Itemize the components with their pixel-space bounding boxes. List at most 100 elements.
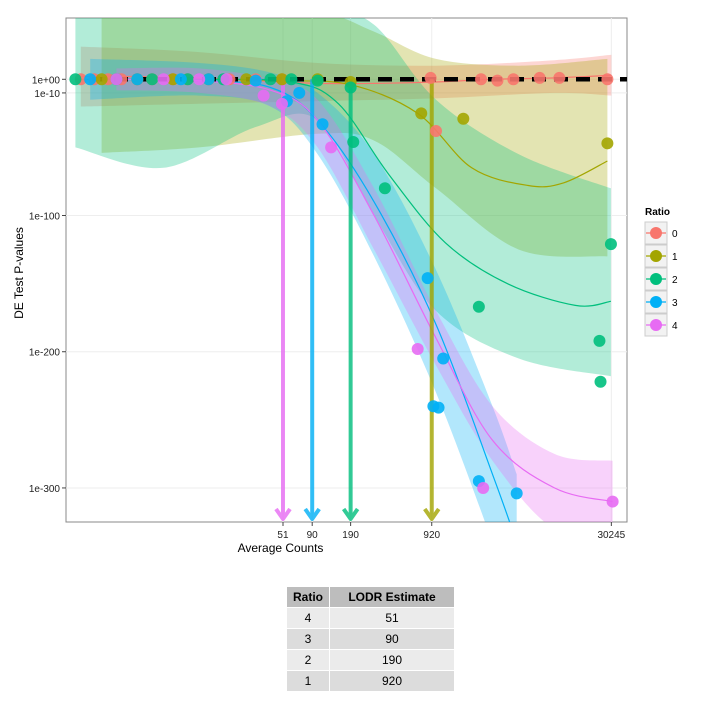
data-point [69, 73, 82, 86]
data-point [131, 73, 144, 86]
legend-item-ratio-4: 4 [644, 313, 678, 337]
legend-label: 0 [672, 229, 678, 240]
data-point [95, 73, 108, 86]
data-point [601, 73, 614, 86]
data-point [432, 401, 445, 414]
data-point [275, 73, 288, 86]
table-row: 4 51 [286, 607, 455, 629]
table-cell-lodr: 920 [329, 670, 455, 692]
legend-item-ratio-0: 0 [644, 221, 678, 245]
y-tick-label: 1e-10 [34, 89, 60, 100]
table-row: 2 190 [286, 649, 455, 671]
data-point [601, 137, 614, 150]
table-cell-ratio: 4 [286, 607, 330, 629]
x-tick-label: 90 [307, 530, 319, 541]
lodr-estimate-table: Ratio LODR Estimate 4 51 3 90 2 190 1 92… [286, 586, 455, 692]
data-point [202, 73, 215, 86]
data-point [344, 81, 357, 94]
data-point [421, 272, 434, 285]
data-point [264, 73, 277, 86]
y-tick-label: 1e-300 [29, 484, 61, 495]
legend-key-point [650, 319, 662, 331]
data-point [553, 71, 566, 84]
data-point [475, 73, 488, 86]
data-point [437, 352, 450, 365]
legend-item-ratio-3: 3 [644, 290, 678, 314]
plot-panel [65, 17, 628, 523]
table-cell-lodr: 90 [329, 628, 455, 650]
legend-item-ratio-2: 2 [644, 267, 678, 291]
legend-key-point [650, 273, 662, 285]
lodr-arrow-head [274, 507, 292, 521]
data-point [157, 73, 170, 86]
data-point [220, 73, 233, 86]
data-point [507, 73, 520, 86]
y-axis: 1e+00 1e-10 1e-100 1e-200 1e-300 [29, 75, 66, 495]
table-cell-ratio: 3 [286, 628, 330, 650]
data-point [415, 107, 428, 120]
x-tick-label: 30245 [597, 530, 625, 541]
data-point [110, 73, 123, 86]
legend-label: 3 [672, 298, 678, 309]
confidence-band-ratio-4 [116, 67, 613, 522]
confidence-band-ratio-2 [75, 18, 611, 377]
data-point [275, 97, 288, 110]
table-header-lodr: LODR Estimate [329, 586, 455, 608]
lodr-arrow-ratio-1 [423, 79, 441, 521]
table-row: 1 920 [286, 670, 455, 692]
y-tick-label: 1e+00 [32, 75, 61, 86]
data-point [146, 73, 159, 86]
legend-label: 4 [672, 321, 678, 332]
data-point [84, 73, 97, 86]
legend-key-point [650, 227, 662, 239]
table-cell-lodr: 51 [329, 607, 455, 629]
data-point [240, 73, 253, 86]
y-tick-label: 1e-100 [29, 212, 61, 223]
x-tick-label: 51 [277, 530, 289, 541]
data-point [347, 135, 360, 148]
data-point [472, 300, 485, 313]
legend-label: 2 [672, 275, 678, 286]
lodr-arrow-head [341, 507, 360, 521]
lodr-arrow-head [423, 507, 441, 521]
data-point [293, 86, 306, 99]
legend-key-point [650, 296, 662, 308]
x-tick-label: 920 [423, 530, 440, 541]
lodr-arrow-ratio-4 [274, 79, 292, 521]
table-cell-ratio: 2 [286, 649, 330, 671]
lodr-arrow-head [303, 507, 321, 521]
data-point [311, 74, 324, 87]
points-ratio-3 [84, 73, 523, 500]
data-point [477, 481, 490, 494]
data-point [411, 343, 424, 356]
data-point [193, 73, 206, 86]
points-ratio-2 [69, 73, 617, 388]
x-tick-label: 190 [342, 530, 359, 541]
x-axis-title: Average Counts [238, 541, 324, 555]
data-point [325, 141, 338, 154]
table-row: 3 90 [286, 628, 455, 650]
legend-item-ratio-1: 1 [644, 244, 678, 268]
data-point [424, 71, 437, 84]
legend-title: Ratio [645, 207, 670, 218]
table-header-ratio: Ratio [286, 586, 330, 608]
lodr-arrow-ratio-2 [341, 79, 360, 521]
y-tick-label: 1e-200 [29, 348, 61, 359]
data-point [491, 74, 504, 87]
table-header-row: Ratio LODR Estimate [286, 586, 455, 608]
data-point [430, 125, 443, 138]
data-point [249, 74, 262, 87]
y-axis-title: DE Test P-values [12, 227, 26, 319]
legend-label: 1 [672, 252, 678, 263]
data-point [378, 182, 391, 195]
table-cell-lodr: 190 [329, 649, 455, 671]
data-point [457, 112, 470, 125]
data-point [593, 334, 606, 347]
data-point [257, 89, 270, 102]
data-point [285, 73, 298, 86]
confidence-band-ratio-0 [80, 46, 612, 107]
points-ratio-4 [110, 73, 619, 508]
data-point [604, 238, 617, 251]
